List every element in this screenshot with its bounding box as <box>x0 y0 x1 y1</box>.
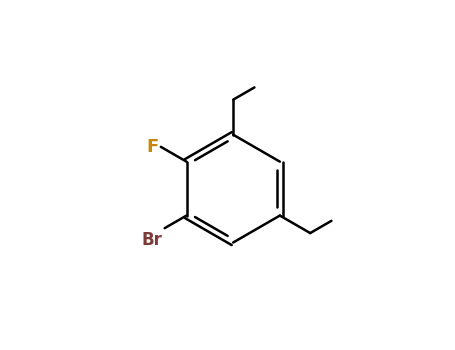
Text: Br: Br <box>141 231 162 249</box>
Text: F: F <box>146 138 158 156</box>
